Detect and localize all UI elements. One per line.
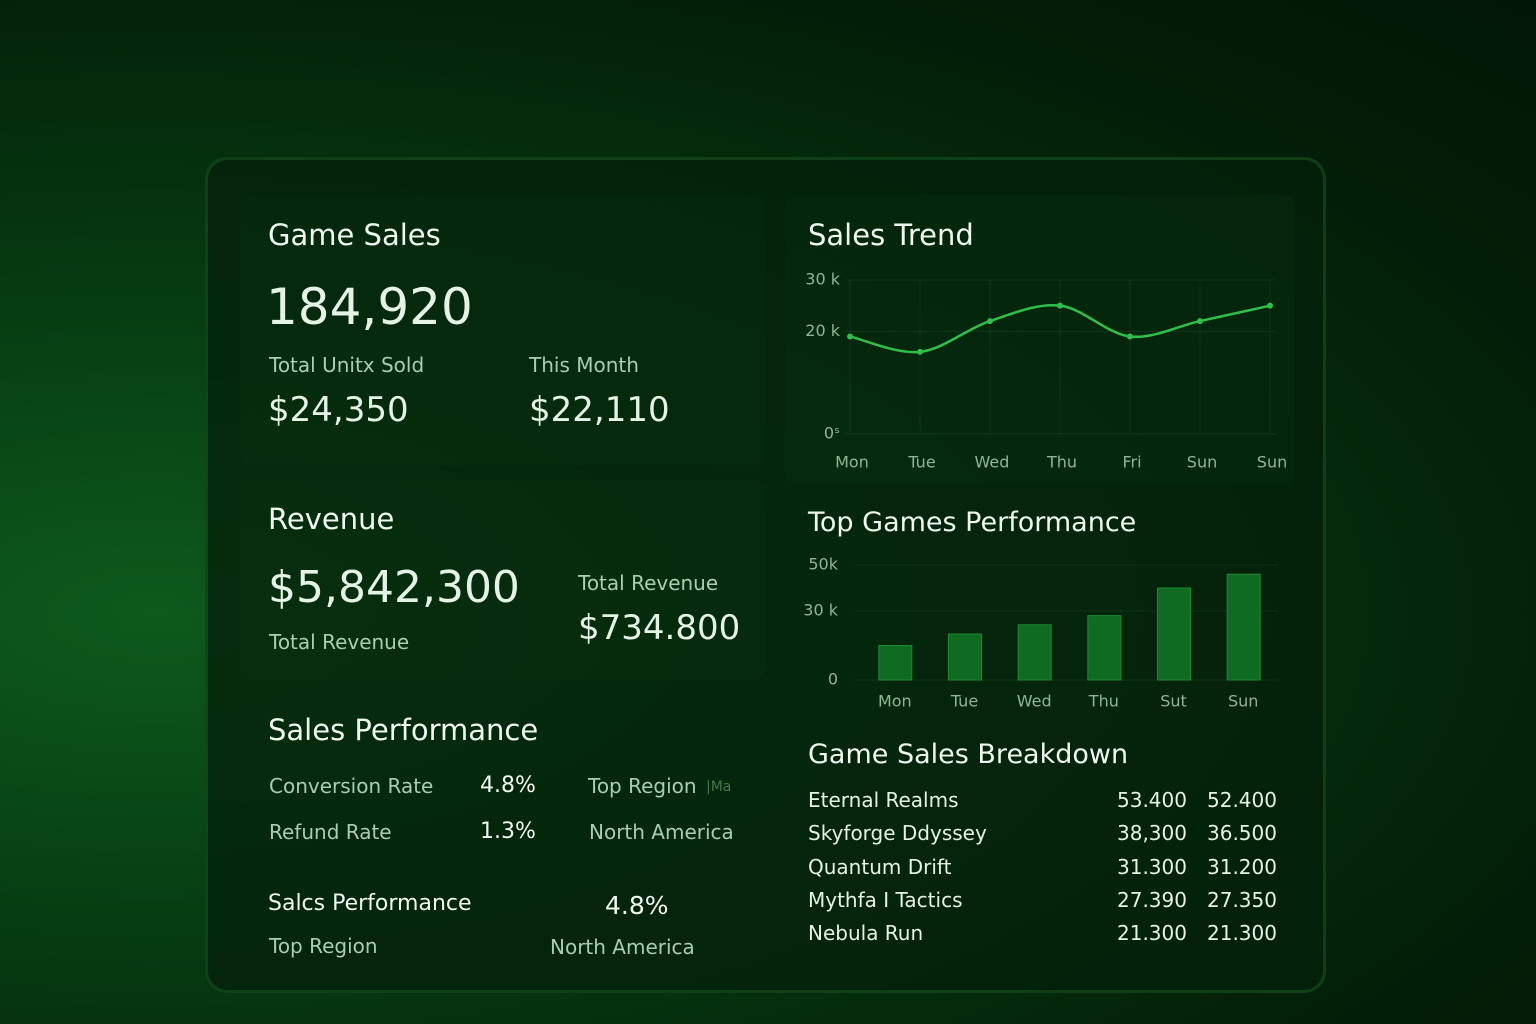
trend-panel xyxy=(785,195,1295,485)
y-tick-label: 50k xyxy=(808,555,838,574)
value: 4.8% xyxy=(480,773,536,798)
revenue-value: $5,842,300 xyxy=(268,562,520,613)
value: $22,110 xyxy=(529,390,670,430)
label: Refund Rate xyxy=(269,820,392,844)
chart-title: Sales Trend xyxy=(808,218,974,252)
x-tick-label: Tue xyxy=(907,453,935,472)
panel-title: Sales Performance xyxy=(268,713,539,747)
cell-value: 31.200 xyxy=(1207,854,1277,879)
cell-value: 53.400 xyxy=(1117,788,1187,812)
label: This Month xyxy=(529,353,639,377)
cell-name: Nebula Run xyxy=(808,921,924,946)
panel-title: Revenue xyxy=(268,502,395,536)
bar xyxy=(948,633,982,681)
cell-value: 31.300 xyxy=(1117,854,1187,879)
cell-name: Quantum Drift xyxy=(808,854,952,879)
bar xyxy=(1087,615,1122,681)
value: North America xyxy=(550,935,695,959)
value: North America xyxy=(589,820,734,844)
cell-name: Skyforge Ddyssey xyxy=(808,821,987,846)
cell-value: 21.300 xyxy=(1117,921,1187,946)
point xyxy=(847,333,853,340)
cell-value: 36.500 xyxy=(1207,821,1277,846)
point xyxy=(1127,333,1133,340)
point xyxy=(1267,302,1273,309)
x-tick-label: Mon xyxy=(878,692,912,711)
label: Total Revenue xyxy=(578,571,719,595)
x-tick-label: Mon xyxy=(835,453,869,472)
footer-title: Salcs Performance xyxy=(268,891,472,916)
y-tick-label: 0 xyxy=(828,670,838,689)
y-tick-label: 30 k xyxy=(803,601,838,620)
label: Top Region xyxy=(588,774,697,798)
point xyxy=(917,348,923,355)
bar xyxy=(1226,573,1261,681)
cell-value: 21.300 xyxy=(1207,921,1277,946)
bar xyxy=(878,645,913,681)
x-tick-label: Thu xyxy=(1046,453,1077,472)
cell-name: Eternal Realms xyxy=(808,788,959,812)
footer-value: 4.8% xyxy=(605,891,669,920)
game-sales-panel xyxy=(240,195,765,465)
cell-value: 52.400 xyxy=(1207,788,1277,812)
chart-title: Top Games Performance xyxy=(808,507,1137,538)
cell-value: 27.390 xyxy=(1117,887,1187,912)
label: Top Region xyxy=(269,934,378,958)
total-units: 184,920 xyxy=(266,278,473,336)
x-tick-label: Sun xyxy=(1187,453,1217,472)
panel-title: Game Sales xyxy=(268,218,441,252)
label: Total Unitx Sold xyxy=(269,353,425,377)
x-tick-label: Sun xyxy=(1257,453,1287,472)
point xyxy=(1197,318,1203,325)
cell-value: 27.350 xyxy=(1207,887,1277,912)
bar xyxy=(1017,624,1052,681)
label: Total Revenue xyxy=(269,630,410,654)
y-tick-label: 0ˢ xyxy=(824,424,840,443)
value: 1.3% xyxy=(480,819,536,844)
y-tick-label: 20 k xyxy=(805,321,840,340)
table-title: Game Sales Breakdown xyxy=(808,739,1129,770)
y-tick-label: 30 k xyxy=(805,270,840,289)
x-tick-label: Wed xyxy=(1017,692,1052,711)
x-tick-label: Sun xyxy=(1228,692,1258,711)
hint: |Ma xyxy=(706,779,732,795)
point xyxy=(987,318,993,325)
x-tick-label: Sut xyxy=(1160,692,1187,711)
value: $24,350 xyxy=(268,390,409,430)
label: Conversion Rate xyxy=(269,774,434,798)
point xyxy=(1057,302,1063,309)
x-tick-label: Wed xyxy=(975,453,1010,472)
bar xyxy=(1157,587,1191,681)
revenue-panel xyxy=(240,480,765,680)
value: $734.800 xyxy=(578,608,741,648)
x-tick-label: Tue xyxy=(950,692,978,711)
cell-name: Mythfa I Tactics xyxy=(808,887,963,912)
dashboard-card xyxy=(205,157,1326,993)
x-tick-label: Thu xyxy=(1088,692,1119,711)
x-tick-label: Fri xyxy=(1122,453,1141,472)
cell-value: 38,300 xyxy=(1117,821,1187,846)
